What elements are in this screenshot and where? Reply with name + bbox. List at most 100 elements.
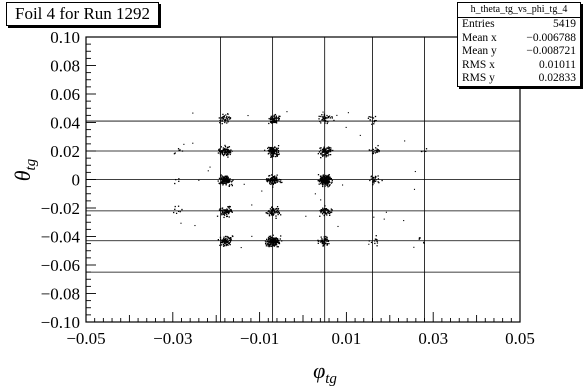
data-point: [224, 118, 227, 121]
data-point: [273, 242, 275, 244]
data-point: [373, 216, 375, 218]
data-point: [225, 176, 227, 178]
data-point: [327, 116, 330, 119]
data-point: [225, 148, 228, 150]
data-point: [325, 242, 327, 244]
data-point: [222, 116, 224, 119]
data-point: [229, 178, 231, 180]
data-point: [421, 150, 423, 153]
data-point: [225, 212, 227, 215]
data-point: [329, 184, 331, 186]
data-point: [267, 245, 269, 247]
data-point: [324, 240, 326, 243]
data-point: [226, 213, 228, 216]
data-point: [275, 208, 277, 210]
data-point: [275, 149, 277, 151]
data-point: [271, 182, 273, 184]
data-point: [329, 153, 332, 156]
data-point: [318, 151, 321, 153]
data-point: [264, 240, 267, 242]
data-point: [273, 115, 275, 118]
data-point: [272, 119, 275, 121]
data-point: [275, 237, 278, 239]
data-point: [231, 184, 234, 187]
data-point: [270, 178, 272, 180]
data-point: [325, 117, 327, 120]
data-point: [179, 149, 181, 151]
data-point: [183, 143, 185, 145]
data-point: [385, 211, 387, 213]
data-point: [225, 183, 227, 185]
data-point: [321, 120, 323, 122]
data-point: [226, 240, 229, 242]
data-point: [272, 209, 274, 212]
data-point: [272, 183, 275, 185]
data-point: [326, 114, 328, 117]
stats-label: RMS x: [462, 58, 495, 71]
data-point: [318, 240, 320, 242]
data-point: [232, 179, 234, 181]
data-point: [179, 211, 181, 213]
data-point: [268, 238, 270, 241]
data-point: [324, 213, 326, 215]
data-point: [273, 151, 275, 154]
data-point: [228, 116, 230, 118]
data-point: [275, 241, 277, 243]
data-point: [268, 235, 270, 238]
data-point: [267, 210, 269, 213]
data-point: [271, 210, 273, 212]
data-point: [269, 235, 272, 237]
data-point: [326, 244, 329, 246]
data-point: [323, 236, 325, 238]
data-point: [274, 151, 276, 153]
data-point: [270, 206, 273, 209]
data-point: [270, 156, 272, 158]
data-point: [276, 154, 278, 156]
data-point: [342, 184, 344, 186]
data-point: [404, 140, 406, 142]
data-point: [270, 179, 272, 182]
data-point: [322, 117, 324, 120]
data-point: [273, 146, 275, 149]
data-point: [331, 179, 333, 181]
data-point: [322, 243, 325, 245]
data-point: [269, 152, 272, 154]
data-point: [328, 178, 331, 181]
data-point: [174, 208, 176, 210]
data-point: [321, 148, 324, 151]
data-point: [273, 178, 276, 180]
data-point: [269, 181, 271, 183]
data-point: [319, 120, 321, 123]
data-point: [275, 155, 277, 158]
data-point: [224, 150, 227, 153]
data-point: [325, 175, 327, 177]
data-point: [329, 178, 331, 180]
data-point: [324, 116, 326, 119]
data-point: [376, 245, 378, 247]
data-point: [226, 210, 229, 212]
data-point: [271, 213, 274, 215]
data-point: [217, 239, 220, 241]
data-point: [227, 177, 229, 179]
data-point: [322, 151, 324, 153]
data-point: [276, 238, 279, 241]
data-point: [278, 119, 280, 121]
data-point: [251, 204, 253, 206]
data-point: [222, 240, 224, 242]
data-point: [423, 150, 425, 152]
data-point: [272, 244, 275, 246]
data-point: [325, 154, 327, 156]
data-point: [228, 149, 230, 152]
data-point: [225, 181, 227, 183]
data-point: [320, 182, 322, 185]
data-point: [175, 178, 177, 181]
data-point: [223, 241, 225, 243]
data-point: [327, 151, 330, 153]
data-point: [321, 210, 323, 212]
data-point: [325, 152, 327, 154]
data-point: [272, 182, 274, 184]
data-point: [327, 186, 329, 188]
data-point: [272, 186, 274, 188]
data-point: [275, 211, 278, 213]
data-point: [230, 181, 233, 183]
